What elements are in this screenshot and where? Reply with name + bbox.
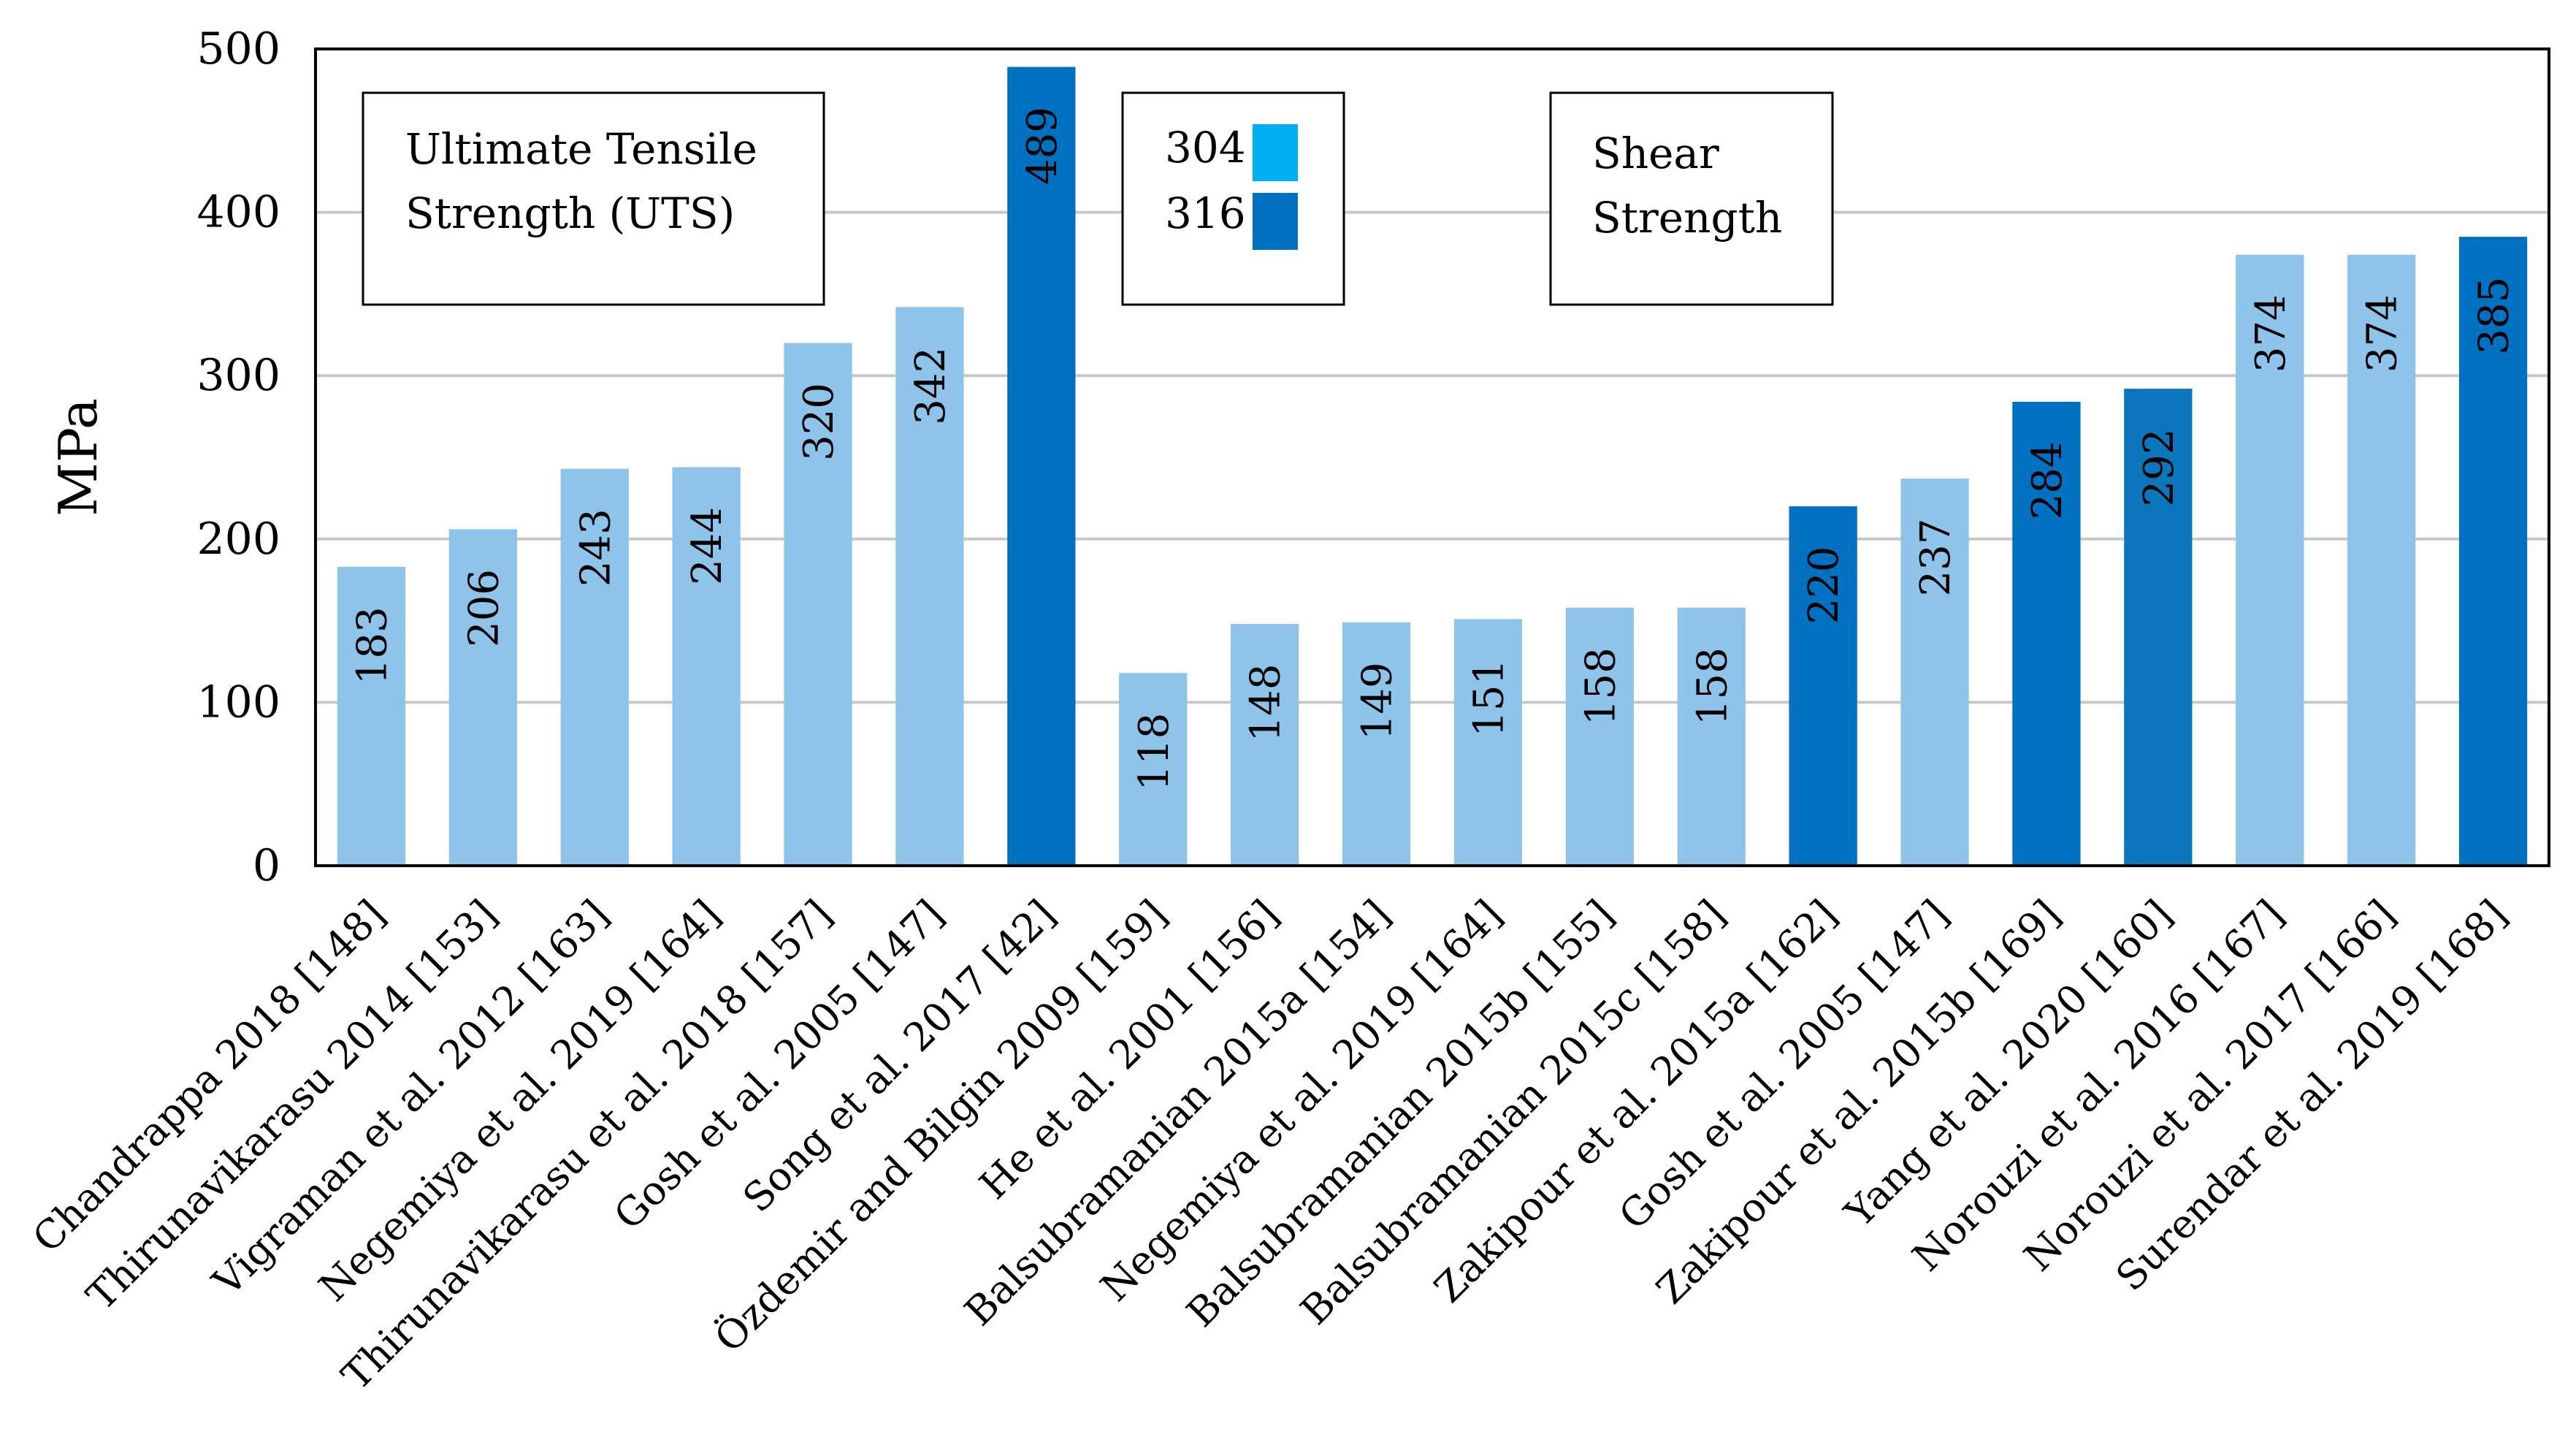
bar <box>1119 673 1188 866</box>
y-tick-label: 300 <box>196 350 280 401</box>
bar-value-label: 243 <box>572 508 619 587</box>
y-tick-label: 0 <box>253 840 280 891</box>
legend: 304 316 <box>1121 91 1345 306</box>
bar <box>1677 607 1746 866</box>
bar-value-label: 220 <box>1800 546 1848 625</box>
bar-value-label: 385 <box>2471 277 2518 355</box>
bar-value-label: 284 <box>2024 442 2071 520</box>
shear-annotation-line-1: Shear <box>1592 129 1719 178</box>
bar <box>2012 401 2081 866</box>
bar-value-label: 320 <box>795 383 843 461</box>
bar-value-label: 149 <box>1354 662 1402 740</box>
bar-value-label: 183 <box>348 606 396 685</box>
bar <box>895 307 964 866</box>
uts-annotation-line-2: Strength (UTS) <box>405 188 735 238</box>
bar-value-label: 374 <box>2247 294 2295 373</box>
bar <box>2236 254 2304 866</box>
y-axis-title: MPa <box>47 398 109 517</box>
bar <box>784 343 852 866</box>
shear-annotation-box <box>1549 91 1834 306</box>
bar <box>1789 506 1857 866</box>
shear-annotation-line-2: Strength <box>1592 193 1782 243</box>
bar-value-labels: 183 206 243 244 320 342 489 118 148 149 151 158 158 2… <box>348 107 2518 790</box>
bar-value-label: 158 <box>1577 647 1624 725</box>
y-tick-label: 100 <box>196 676 280 728</box>
uts-annotation-box <box>362 91 825 306</box>
y-tick-label: 400 <box>196 187 280 238</box>
bar <box>2458 237 2528 866</box>
bar <box>2124 389 2193 866</box>
uts-annotation-line-1: Ultimate Tensile <box>405 124 757 174</box>
bar <box>2347 254 2416 866</box>
x-category-label: Zakipour et al. 2015b [169] <box>1648 891 2069 1313</box>
legend-box <box>1121 91 1345 306</box>
bar-value-label: 292 <box>2136 429 2183 507</box>
bar <box>672 467 741 866</box>
x-category-label: Negemiya et al. 2019 [164] <box>310 891 730 1311</box>
bar-value-label: 158 <box>1689 647 1736 725</box>
bar-value-label: 118 <box>1131 713 1178 791</box>
bar-value-label: 206 <box>460 569 508 647</box>
bar <box>1231 624 1299 866</box>
shear-annotation: Shear Strength <box>1549 91 1834 306</box>
bar <box>1453 619 1523 866</box>
legend-swatch-304 <box>1253 124 1298 181</box>
bar <box>560 468 629 866</box>
bar-value-label: 237 <box>1912 519 1960 597</box>
bar <box>337 566 406 866</box>
bar-value-label: 342 <box>907 347 955 425</box>
legend-label-316: 316 <box>1165 188 1246 238</box>
bar-value-label: 374 <box>2359 294 2407 373</box>
y-tick-label: 200 <box>196 514 280 565</box>
plot-frame <box>314 47 2550 867</box>
bar <box>1342 622 1411 866</box>
legend-swatch-316 <box>1253 193 1298 250</box>
bar-value-label: 244 <box>684 507 731 585</box>
x-category-label: Thirunavikarasu 2014 [153] <box>77 891 505 1319</box>
x-axis-categories: Chandrappa 2018 [148]Thirunavikarasu 201… <box>24 891 2516 1399</box>
bars <box>337 66 2528 866</box>
y-axis-ticks: 0 100 200 300 400 500 <box>196 23 280 891</box>
bar-value-label: 148 <box>1242 664 1290 742</box>
legend-label-304: 304 <box>1165 123 1246 172</box>
bar <box>448 529 517 866</box>
x-category-label: Negemiya et al. 2019 [164] <box>1092 891 1511 1311</box>
bar <box>1900 479 1969 866</box>
uts-annotation: Ultimate Tensile Strength (UTS) <box>362 91 825 306</box>
bar-value-label: 489 <box>1019 107 1066 185</box>
bar <box>1007 66 1076 866</box>
bar <box>1565 607 1634 866</box>
y-tick-label: 500 <box>196 23 280 75</box>
x-category-label: Zakipour et al. 2015a [162] <box>1426 891 1846 1312</box>
bar-value-label: 151 <box>1465 659 1513 737</box>
